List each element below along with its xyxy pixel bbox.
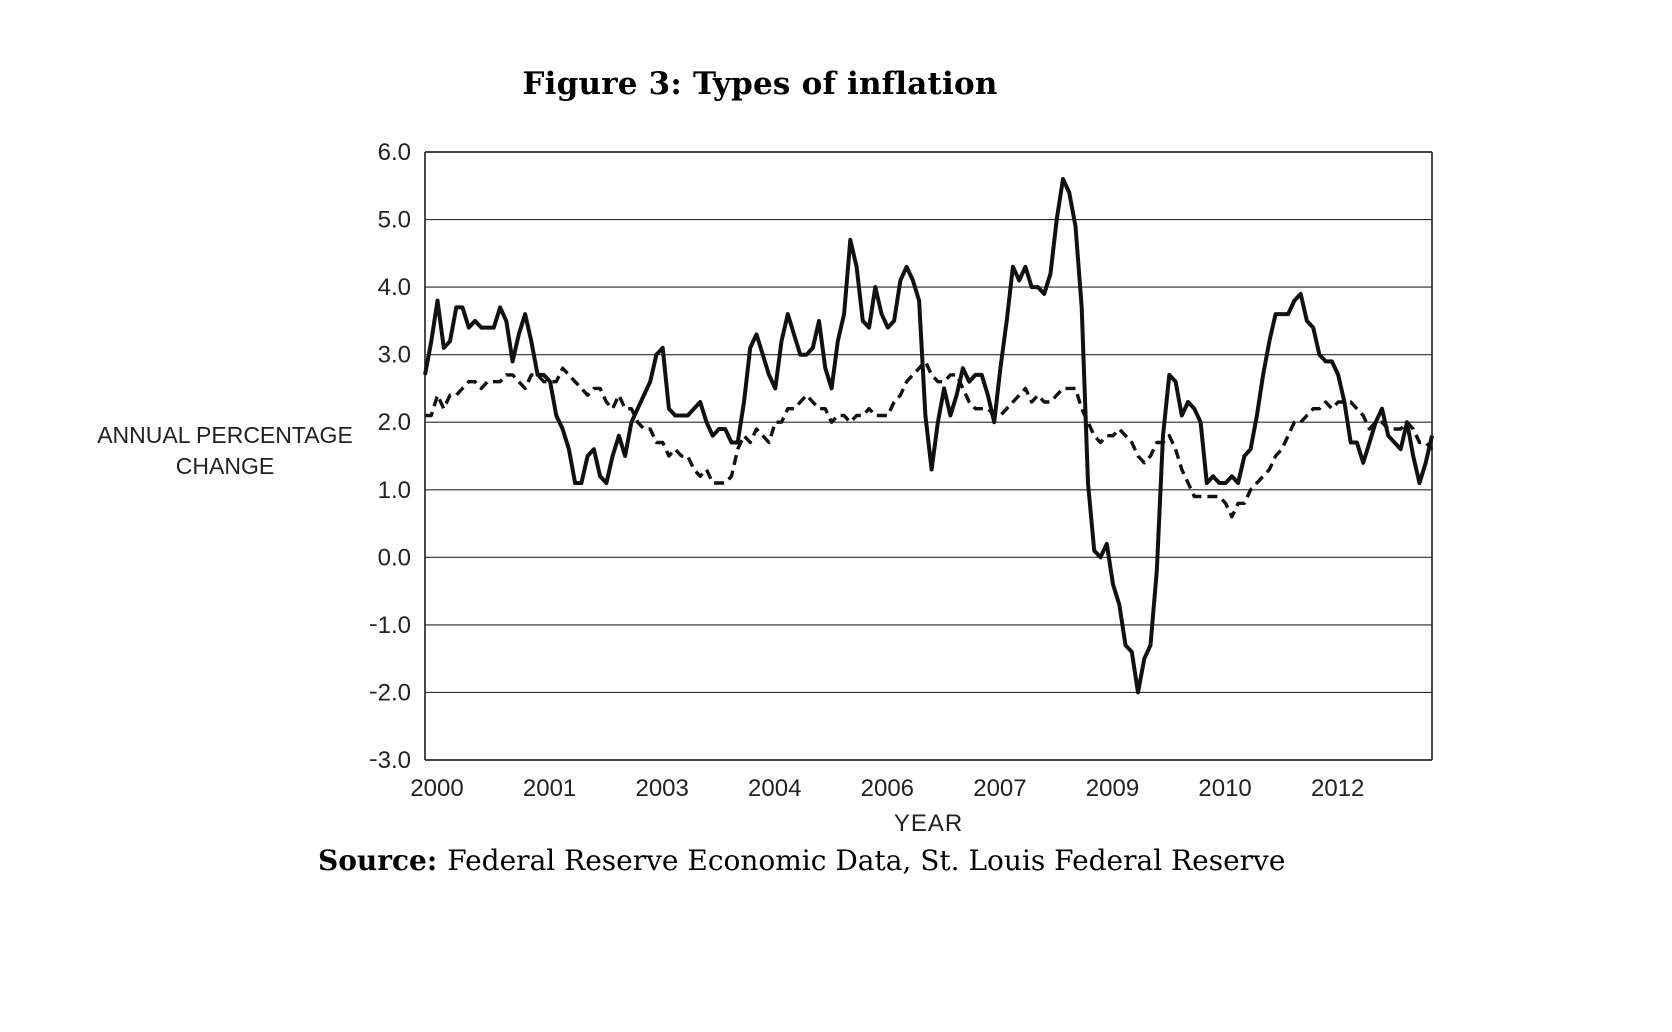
x-tick-label: 2003	[635, 775, 688, 802]
x-tick-label: 2009	[1086, 775, 1139, 802]
figure-title: Figure 3: Types of inflation	[522, 66, 998, 102]
y-tick-label: 3.0	[378, 342, 411, 369]
x-tick-label: 2004	[748, 775, 801, 802]
source-line: Source: Federal Reserve Economic Data, St…	[318, 844, 1285, 877]
y-tick-label: −1.0	[370, 612, 411, 639]
x-tick-label: 2010	[1198, 775, 1251, 802]
y-tick-label: 0.0	[378, 544, 411, 571]
x-tick-label: 2000	[410, 775, 463, 802]
y-axis-label: ANNUAL PERCENTAGE CHANGE	[82, 420, 368, 482]
y-tick-label: 6.0	[378, 140, 411, 166]
series-dashed-line	[425, 359, 1434, 519]
y-axis-label-line2: CHANGE	[175, 453, 275, 480]
series-solid-line	[423, 177, 1434, 695]
y-tick-label: 5.0	[378, 207, 411, 234]
x-axis-label: YEAR	[893, 810, 964, 837]
y-tick-label: −3.0	[370, 747, 411, 774]
y-tick-label: −2.0	[370, 679, 411, 706]
y-tick-label: 2.0	[378, 409, 411, 436]
x-tick-label: 2012	[1311, 775, 1364, 802]
x-tick-label: 2006	[861, 775, 914, 802]
y-tick-label: 4.0	[378, 274, 411, 301]
source-label: Source:	[318, 844, 438, 877]
x-tick-label: 2001	[523, 775, 576, 802]
y-axis-label-line1: ANNUAL PERCENTAGE	[97, 422, 353, 448]
x-tick-label: 2007	[973, 775, 1026, 802]
y-tick-label: 1.0	[378, 477, 411, 504]
source-text: Federal Reserve Economic Data, St. Louis…	[447, 844, 1286, 877]
